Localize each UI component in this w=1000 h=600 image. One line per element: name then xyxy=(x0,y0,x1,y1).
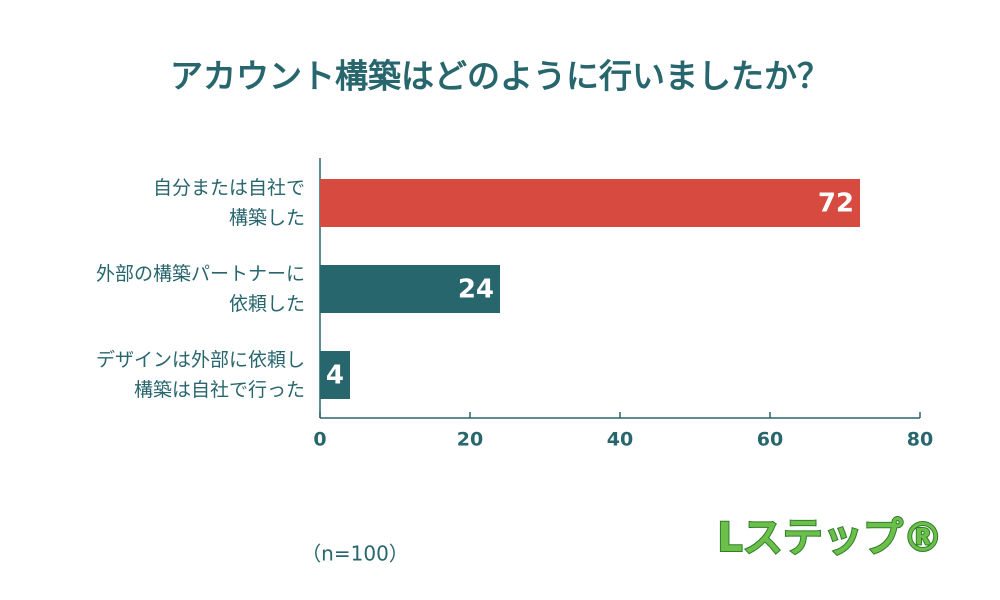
x-tick-label: 60 xyxy=(757,429,783,451)
x-tick-label: 20 xyxy=(457,429,483,451)
category-label: 自分または自社で 構築した xyxy=(152,177,305,229)
value-label: 24 xyxy=(458,275,494,305)
x-tick-label: 80 xyxy=(907,429,933,451)
chart-title: アカウント構築はどのように行いましたか？ xyxy=(170,57,830,96)
sample-note: （n=100） xyxy=(301,542,409,566)
value-label: 4 xyxy=(326,361,344,391)
bar xyxy=(320,351,350,399)
value-label: 72 xyxy=(818,189,854,219)
bar xyxy=(320,179,860,227)
category-label: デザインは外部に依頼し 構築は自社で行った xyxy=(95,349,305,401)
x-tick-label: 0 xyxy=(313,429,326,451)
category-label: 外部の構築パートナーに 依頼した xyxy=(95,263,305,315)
logo: Lステップ® xyxy=(717,515,943,561)
bar xyxy=(320,265,500,313)
x-tick-label: 40 xyxy=(607,429,633,451)
